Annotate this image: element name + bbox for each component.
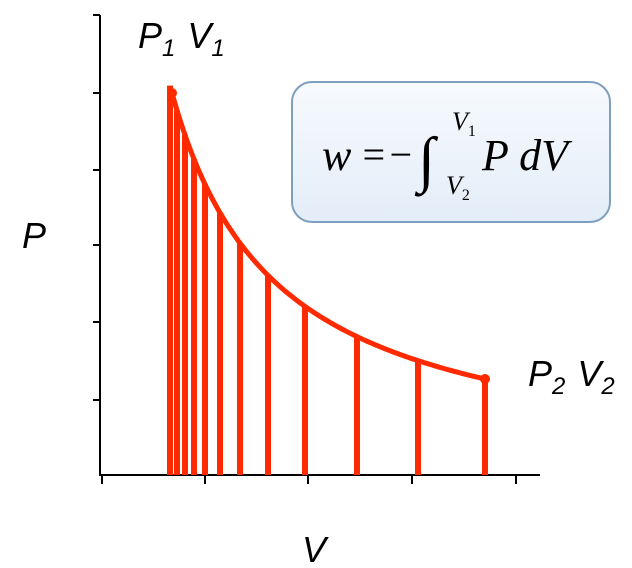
point-label: P1 V1 (138, 15, 225, 62)
formula-box (291, 81, 611, 223)
formula-integrand: P dV (481, 131, 573, 180)
curve (169, 92, 485, 382)
formula: w =− ∫ V1 V2 P dV (322, 107, 573, 204)
x-axis-label: V (302, 529, 329, 568)
formula-lhs: w (322, 131, 352, 180)
formula-integral: ∫ (414, 126, 439, 197)
formula-upper: V1 (452, 107, 476, 140)
point (167, 88, 177, 99)
formula-operator: =− (360, 132, 414, 177)
point (480, 373, 490, 384)
illustration (167, 85, 490, 475)
formula-lower: V2 (446, 171, 470, 204)
y-axis-label: P (22, 215, 46, 256)
point-label: P2 V2 (528, 353, 615, 400)
